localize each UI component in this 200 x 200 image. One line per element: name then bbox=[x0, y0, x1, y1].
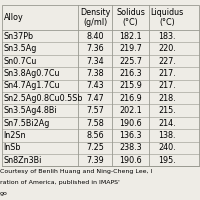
Text: 215.9: 215.9 bbox=[119, 81, 142, 90]
Bar bbox=[2, 5, 199, 166]
Text: 183.: 183. bbox=[158, 32, 176, 41]
Text: 215.: 215. bbox=[158, 106, 176, 115]
Text: Alloy: Alloy bbox=[4, 13, 24, 22]
Text: go: go bbox=[0, 191, 8, 196]
Text: Sn8Zn3Bi: Sn8Zn3Bi bbox=[4, 156, 42, 165]
Text: 8.56: 8.56 bbox=[86, 131, 104, 140]
Text: Sn3.5Ag4.8Bi: Sn3.5Ag4.8Bi bbox=[4, 106, 57, 115]
Text: Sn4.7Ag1.7Cu: Sn4.7Ag1.7Cu bbox=[4, 81, 60, 90]
Text: 136.3: 136.3 bbox=[119, 131, 142, 140]
Text: 214.: 214. bbox=[158, 118, 176, 128]
Bar bbox=[2, 5, 199, 166]
Text: 240.: 240. bbox=[158, 143, 176, 152]
Text: 202.1: 202.1 bbox=[119, 106, 142, 115]
Text: 218.: 218. bbox=[158, 94, 176, 103]
Text: 220.: 220. bbox=[158, 44, 176, 53]
Text: 7.34: 7.34 bbox=[86, 56, 104, 66]
Text: 7.43: 7.43 bbox=[86, 81, 104, 90]
Text: 190.6: 190.6 bbox=[119, 156, 142, 165]
Text: Courtesy of Benlih Huang and Ning-Cheng Lee, I: Courtesy of Benlih Huang and Ning-Cheng … bbox=[0, 169, 152, 174]
Text: 217.: 217. bbox=[158, 81, 176, 90]
Text: 7.36: 7.36 bbox=[86, 44, 104, 53]
Text: 8.40: 8.40 bbox=[86, 32, 104, 41]
Text: 7.58: 7.58 bbox=[86, 118, 104, 128]
Text: 7.39: 7.39 bbox=[86, 156, 104, 165]
Text: Sn7.5Bi2Ag: Sn7.5Bi2Ag bbox=[4, 118, 50, 128]
Text: Sn3.5Ag: Sn3.5Ag bbox=[4, 44, 37, 53]
Text: ration of America, published in IMAPS': ration of America, published in IMAPS' bbox=[0, 180, 120, 185]
Text: 217.: 217. bbox=[158, 69, 176, 78]
Text: 7.25: 7.25 bbox=[86, 143, 104, 152]
Text: 216.9: 216.9 bbox=[119, 94, 142, 103]
Text: Sn0.7Cu: Sn0.7Cu bbox=[4, 56, 37, 66]
Text: Sn2.5Ag0.8Cu0.5Sb: Sn2.5Ag0.8Cu0.5Sb bbox=[4, 94, 83, 103]
Text: In2Sn: In2Sn bbox=[4, 131, 26, 140]
Text: Liquidus
(°C): Liquidus (°C) bbox=[150, 8, 184, 27]
Text: Sn37Pb: Sn37Pb bbox=[4, 32, 34, 41]
Text: 7.47: 7.47 bbox=[86, 94, 104, 103]
Text: 216.3: 216.3 bbox=[119, 69, 142, 78]
Text: Sn3.8Ag0.7Cu: Sn3.8Ag0.7Cu bbox=[4, 69, 60, 78]
Text: InSb: InSb bbox=[4, 143, 21, 152]
Text: 238.3: 238.3 bbox=[119, 143, 142, 152]
Text: 7.57: 7.57 bbox=[86, 106, 104, 115]
Text: 138.: 138. bbox=[158, 131, 176, 140]
Text: 182.1: 182.1 bbox=[119, 32, 142, 41]
Text: 225.7: 225.7 bbox=[119, 56, 142, 66]
Text: 7.38: 7.38 bbox=[86, 69, 104, 78]
Text: Density
(g/ml): Density (g/ml) bbox=[80, 8, 110, 27]
Text: 219.7: 219.7 bbox=[119, 44, 142, 53]
Text: 195.: 195. bbox=[158, 156, 176, 165]
Text: 227.: 227. bbox=[158, 56, 176, 66]
Text: Solidus
(°C): Solidus (°C) bbox=[116, 8, 145, 27]
Text: 190.6: 190.6 bbox=[119, 118, 142, 128]
